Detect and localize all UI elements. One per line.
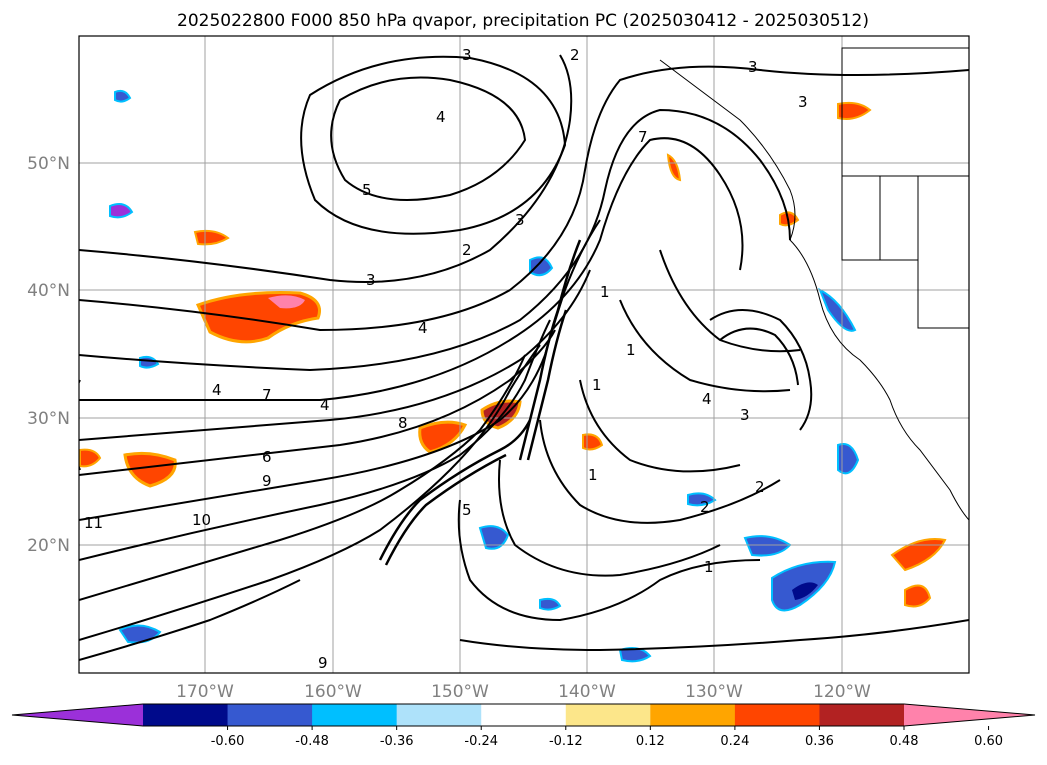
qvapor-contours (79, 54, 969, 661)
colorbar-extend-high (904, 704, 1035, 726)
latitude-labels: 50°N 40°N 30°N 20°N (27, 154, 70, 556)
lat-label: 20°N (27, 536, 70, 556)
colorbar-tick-label: 0.48 (890, 734, 919, 749)
contour-label: 4 (436, 108, 446, 126)
map-frame (78, 35, 970, 674)
contour-labels: 3 2 3 3 4 5 3 2 3 4 4 4 7 8 6 9 11 10 5 … (84, 46, 808, 672)
contour-label: 3 (515, 211, 525, 229)
contour-label: 7 (638, 128, 648, 146)
contour-label: 4 (212, 381, 222, 399)
lon-label: 140°W (558, 682, 616, 702)
precip-anomaly-shading (79, 89, 947, 663)
colorbar-segment (396, 704, 482, 726)
map-panel: 3 2 3 3 4 5 3 2 3 4 4 4 7 8 6 9 11 10 5 … (79, 36, 969, 673)
colorbar-segment (481, 704, 567, 726)
contour-label: 11 (84, 514, 103, 532)
contour-label: 3 (462, 46, 472, 64)
contour-label: 1 (626, 341, 636, 359)
lat-label: 40°N (27, 281, 70, 301)
contour-label: 4 (320, 396, 330, 414)
lat-label: 50°N (27, 154, 70, 174)
contour-label: 5 (462, 501, 472, 519)
contour-label: 3 (366, 271, 376, 289)
colorbar-tick-label: 0.24 (720, 734, 749, 749)
colorbar-segment (143, 704, 229, 726)
lat-label: 30°N (27, 409, 70, 429)
contour-label: 3 (740, 406, 750, 424)
colorbar-segment (734, 704, 820, 726)
lon-label: 130°W (685, 682, 743, 702)
contour-label: 4 (418, 319, 428, 337)
lon-label: 170°W (176, 682, 234, 702)
contour-label: 4 (702, 390, 712, 408)
contour-label: 5 (362, 181, 372, 199)
map-title: 2025022800 F000 850 hPa qvapor, precipit… (177, 11, 869, 31)
tight-contour-band (378, 239, 582, 566)
contour-label: 8 (398, 414, 408, 432)
lon-label: 150°W (431, 682, 489, 702)
colorbar-tick-label: 0.12 (636, 734, 665, 749)
colorbar-tick-label: 0.36 (805, 734, 834, 749)
contour-label: 2 (462, 241, 472, 259)
colorbar-tick-label: -0.48 (295, 734, 329, 749)
colorbar-outline (11, 703, 1036, 727)
lon-label: 120°W (813, 682, 871, 702)
lon-label: 160°W (304, 682, 362, 702)
contour-label: 9 (262, 472, 272, 490)
graticule (79, 36, 969, 673)
contour-label: 7 (262, 386, 272, 404)
colorbar-tick-label: -0.36 (380, 734, 414, 749)
colorbar-segment (650, 704, 736, 726)
colorbar-segment (819, 704, 905, 726)
contour-label: 2 (570, 46, 580, 64)
colorbar-tick-label: -0.60 (211, 734, 245, 749)
colorbar-extend-low (12, 704, 143, 726)
colorbar: -0.60 -0.48 -0.36 -0.24 -0.12 0.12 0.24 0.36 0.4… (11, 703, 1036, 749)
colorbar-tick-label: -0.12 (549, 734, 583, 749)
colorbar-segment (227, 704, 313, 726)
contour-label: 6 (262, 448, 272, 466)
contour-label: 1 (588, 466, 598, 484)
contour-label: 1 (592, 376, 602, 394)
colorbar-segment (312, 704, 398, 726)
coastlines (659, 47, 969, 521)
contour-label: 9 (318, 654, 328, 672)
contour-label: 1 (704, 558, 714, 576)
longitude-labels: 170°W 160°W 150°W 140°W 130°W 120°W (176, 682, 871, 702)
contour-label: 3 (748, 58, 758, 76)
contour-label: 2 (755, 478, 765, 496)
contour-label: 3 (798, 93, 808, 111)
colorbar-segment (565, 704, 651, 726)
colorbar-tick-label: -0.24 (464, 734, 498, 749)
colorbar-tick-label: 0.60 (974, 734, 1003, 749)
contour-label: 2 (700, 498, 710, 516)
contour-label: 1 (600, 283, 610, 301)
contour-label: 10 (192, 511, 211, 529)
